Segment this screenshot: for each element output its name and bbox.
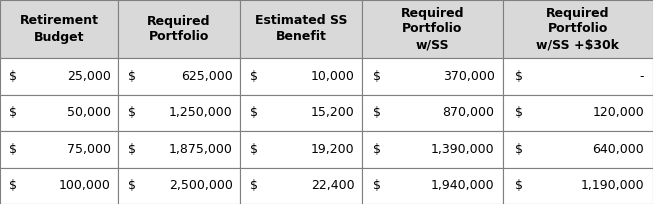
Text: 1,250,000: 1,250,000 xyxy=(169,106,232,119)
Text: 1,190,000: 1,190,000 xyxy=(581,179,644,192)
Text: $: $ xyxy=(9,143,18,156)
Bar xyxy=(118,58,240,94)
Bar xyxy=(503,0,653,58)
Bar xyxy=(118,131,240,167)
Text: $: $ xyxy=(515,106,523,119)
Text: $: $ xyxy=(128,143,136,156)
Bar xyxy=(118,94,240,131)
Text: Estimated SS
Benefit: Estimated SS Benefit xyxy=(255,14,347,43)
Text: 10,000: 10,000 xyxy=(311,70,355,83)
Text: 1,390,000: 1,390,000 xyxy=(431,143,494,156)
Text: 625,000: 625,000 xyxy=(181,70,232,83)
Bar xyxy=(118,0,240,58)
Text: 100,000: 100,000 xyxy=(59,179,111,192)
Bar xyxy=(503,167,653,204)
Text: 2,500,000: 2,500,000 xyxy=(169,179,232,192)
Text: $: $ xyxy=(515,143,523,156)
Text: $: $ xyxy=(515,70,523,83)
Text: $: $ xyxy=(128,179,136,192)
Text: 50,000: 50,000 xyxy=(67,106,111,119)
Bar xyxy=(240,167,362,204)
Text: 1,875,000: 1,875,000 xyxy=(169,143,232,156)
Text: 120,000: 120,000 xyxy=(592,106,644,119)
Text: $: $ xyxy=(128,106,136,119)
Bar xyxy=(0,167,118,204)
Bar xyxy=(240,0,362,58)
Text: $: $ xyxy=(374,143,381,156)
Bar xyxy=(503,131,653,167)
Bar xyxy=(118,167,240,204)
Bar xyxy=(362,58,503,94)
Bar xyxy=(362,0,503,58)
Bar xyxy=(503,58,653,94)
Text: 370,000: 370,000 xyxy=(443,70,494,83)
Text: $: $ xyxy=(9,106,18,119)
Text: $: $ xyxy=(249,70,258,83)
Text: $: $ xyxy=(9,179,18,192)
Text: Required
Portfolio
w/SS: Required Portfolio w/SS xyxy=(401,7,464,51)
Text: 19,200: 19,200 xyxy=(311,143,355,156)
Text: 15,200: 15,200 xyxy=(311,106,355,119)
Text: $: $ xyxy=(374,70,381,83)
Text: Required
Portfolio
w/SS +$30k: Required Portfolio w/SS +$30k xyxy=(537,7,620,51)
Bar xyxy=(0,0,118,58)
Bar xyxy=(240,131,362,167)
Text: 1,940,000: 1,940,000 xyxy=(431,179,494,192)
Text: -: - xyxy=(639,70,644,83)
Text: $: $ xyxy=(9,70,18,83)
Bar xyxy=(503,94,653,131)
Bar xyxy=(240,94,362,131)
Text: 25,000: 25,000 xyxy=(67,70,111,83)
Bar xyxy=(362,167,503,204)
Bar xyxy=(0,131,118,167)
Text: $: $ xyxy=(374,179,381,192)
Text: $: $ xyxy=(249,106,258,119)
Bar xyxy=(240,58,362,94)
Bar xyxy=(0,58,118,94)
Bar xyxy=(0,94,118,131)
Text: Required
Portfolio: Required Portfolio xyxy=(147,14,211,43)
Text: $: $ xyxy=(249,179,258,192)
Bar xyxy=(362,94,503,131)
Text: 22,400: 22,400 xyxy=(311,179,355,192)
Text: 870,000: 870,000 xyxy=(443,106,494,119)
Text: $: $ xyxy=(249,143,258,156)
Text: 75,000: 75,000 xyxy=(67,143,111,156)
Bar xyxy=(362,131,503,167)
Text: $: $ xyxy=(374,106,381,119)
Text: $: $ xyxy=(128,70,136,83)
Text: Retirement
Budget: Retirement Budget xyxy=(20,14,99,43)
Text: $: $ xyxy=(515,179,523,192)
Text: 640,000: 640,000 xyxy=(592,143,644,156)
